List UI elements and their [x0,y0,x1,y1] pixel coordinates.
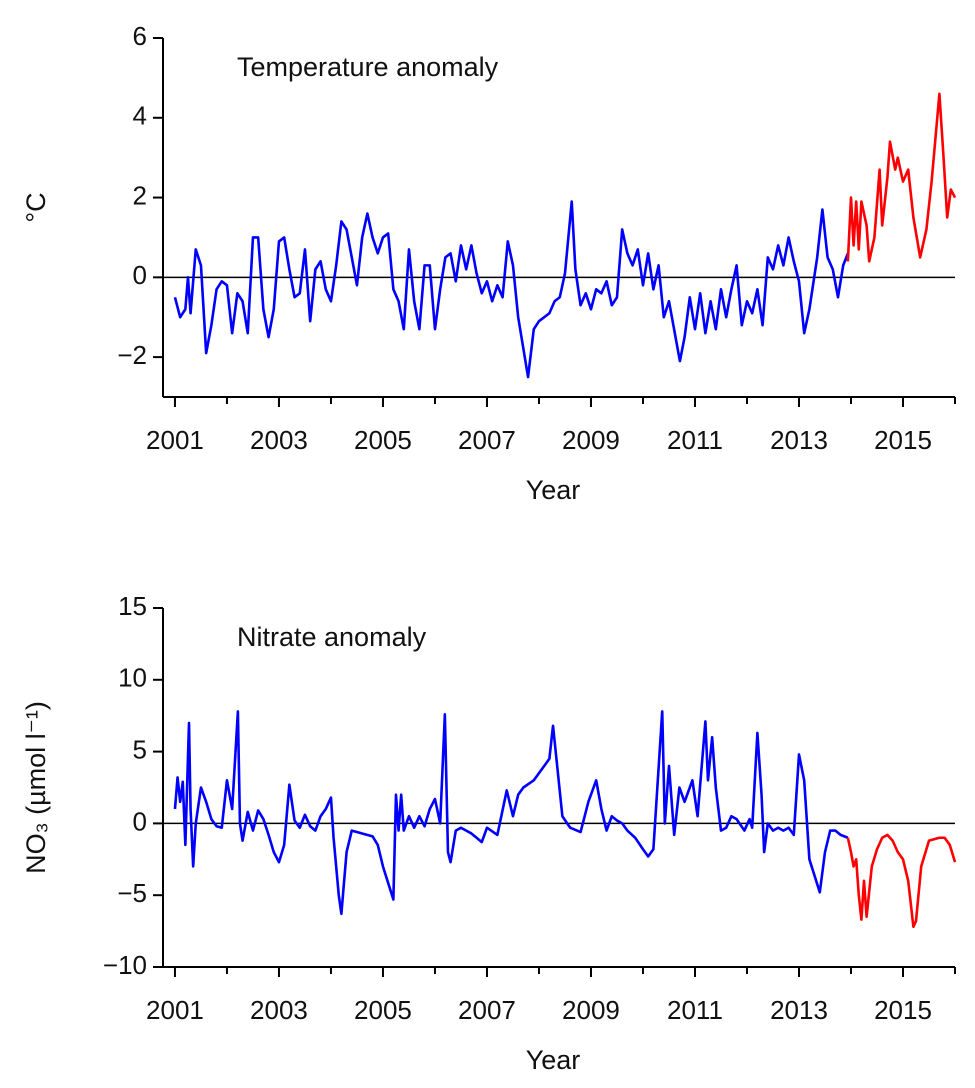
y-tick-label: 5 [133,734,147,764]
y-tick-label: 6 [133,21,147,51]
x-tick-label: 2013 [770,425,828,455]
x-axis-label: Year [526,1045,581,1075]
chart-title: Nitrate anomaly [237,622,427,652]
panel: −2 0 2 4 6 2001 2003 2005 2007 2009 2011 2013 2015 Te… [21,21,957,505]
x-tick-label: 2001 [146,995,204,1025]
y-axis-label: NO₃ (µmol l⁻¹) [21,701,51,874]
x-tick-label: 2001 [146,425,204,455]
x-tick-label: 2005 [354,425,412,455]
data-line [846,92,957,263]
x-tick-label: 2003 [250,425,308,455]
y-tick-label: 10 [118,663,147,693]
data-line [173,200,850,379]
data-line [846,833,957,929]
x-tick-label: 2011 [667,425,723,455]
x-tick-label: 2011 [667,995,723,1025]
x-tick-label: 2009 [562,425,620,455]
panel: −10 −5 0 5 10 15 2001 2003 2005 2007 2009 2011 2013 2… [21,591,957,1075]
x-tick-label: 2009 [562,995,620,1025]
chart-title: Temperature anomaly [237,52,499,82]
y-tick-label: 0 [133,806,147,836]
x-tick-label: 2013 [770,995,828,1025]
y-axis-label: °C [21,192,51,222]
x-tick-label: 2007 [458,995,516,1025]
y-tick-label: 2 [133,180,147,210]
y-tick-label: 15 [118,591,147,621]
y-tick-label: 0 [133,260,147,290]
data-line [173,710,849,916]
x-tick-label: 2003 [250,995,308,1025]
x-axis-label: Year [526,475,581,505]
y-tick-label: −2 [117,340,147,370]
y-tick-label: 4 [133,101,147,131]
x-tick-label: 2007 [458,425,516,455]
x-tick-label: 2005 [354,995,412,1025]
x-tick-label: 2015 [874,425,932,455]
y-tick-label: −5 [117,878,147,908]
x-tick-label: 2015 [874,995,932,1025]
y-tick-label: −10 [103,950,147,980]
